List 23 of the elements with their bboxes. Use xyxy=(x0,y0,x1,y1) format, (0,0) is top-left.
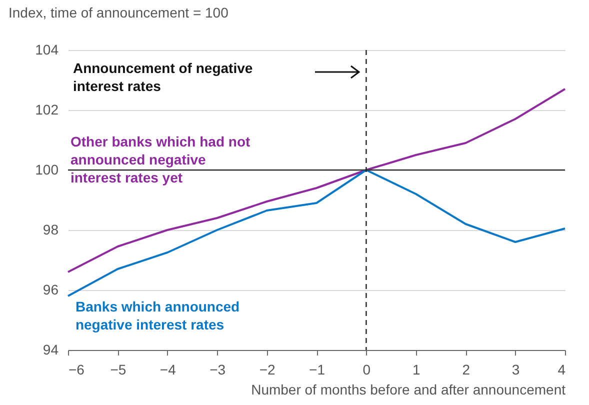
x-axis-title: Number of months before and after announcement xyxy=(251,382,566,398)
y-tick-label: 98 xyxy=(42,222,59,238)
y-axis-title: Index, time of announcement = 100 xyxy=(8,4,229,20)
x-tick-label: 1 xyxy=(412,362,420,378)
x-tick-label: −2 xyxy=(259,362,276,378)
x-tick-label: −1 xyxy=(309,362,326,378)
y-tick-label: 104 xyxy=(35,42,59,58)
y-tick-label: 96 xyxy=(42,282,59,298)
y-tick-label: 100 xyxy=(35,162,59,178)
x-tick-label: 4 xyxy=(558,362,566,378)
x-tick-label: −6 xyxy=(68,362,85,378)
x-tick-label: −4 xyxy=(160,362,176,378)
y-tick-label: 102 xyxy=(35,102,59,118)
x-tick-label: −5 xyxy=(110,362,126,378)
line-series xyxy=(67,169,566,297)
series-label: Other banks which had not announced negative interest rates yet xyxy=(70,134,251,186)
x-tick-label: −3 xyxy=(210,362,226,378)
x-tick-label: 0 xyxy=(362,362,371,378)
annotation: Announcement of negative interest rates xyxy=(72,60,253,94)
x-tick-label: 2 xyxy=(462,362,470,378)
x-tick-label: 3 xyxy=(512,362,520,378)
y-tick-label: 94 xyxy=(42,342,59,358)
series-label: Banks which announced negative interest rates xyxy=(75,298,240,332)
